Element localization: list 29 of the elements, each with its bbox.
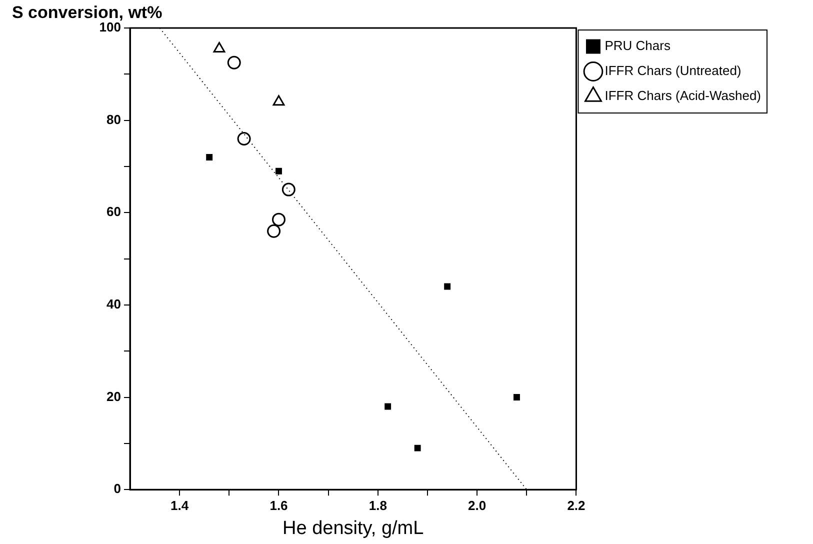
x-tick-label: 1.6 [270, 498, 288, 513]
y-tick-label: 0 [114, 481, 121, 496]
point [282, 182, 296, 196]
legend-label: IFFR Chars (Acid-Washed) [604, 88, 762, 104]
point [267, 224, 281, 238]
x-tick-label: 2.2 [567, 498, 586, 513]
point [272, 212, 286, 226]
point [276, 168, 282, 174]
point [444, 283, 451, 290]
point [272, 95, 285, 106]
point [237, 132, 251, 146]
point [414, 444, 421, 452]
y-tick-label: 40 [106, 296, 121, 312]
legend-label: IFFR Chars (Untreated) [604, 63, 742, 78]
y-tick-label: 20 [106, 388, 121, 404]
point [384, 403, 392, 410]
x-tick-label: 1.8 [368, 498, 387, 513]
point [213, 42, 226, 53]
y-tick-label: 80 [106, 112, 121, 127]
point [514, 394, 520, 401]
y-axis-title: S conversion, wt% [12, 3, 162, 22]
y-tick-label: 60 [106, 204, 121, 220]
x-tick-label: 2.0 [468, 498, 486, 513]
x-axis-title: He density, g/mL [282, 518, 424, 539]
point [227, 56, 241, 70]
point [206, 154, 213, 160]
y-tick-label: 100 [99, 20, 121, 35]
x-tick-label: 1.4 [170, 498, 190, 513]
legend-label: PRU Chars [604, 38, 671, 54]
